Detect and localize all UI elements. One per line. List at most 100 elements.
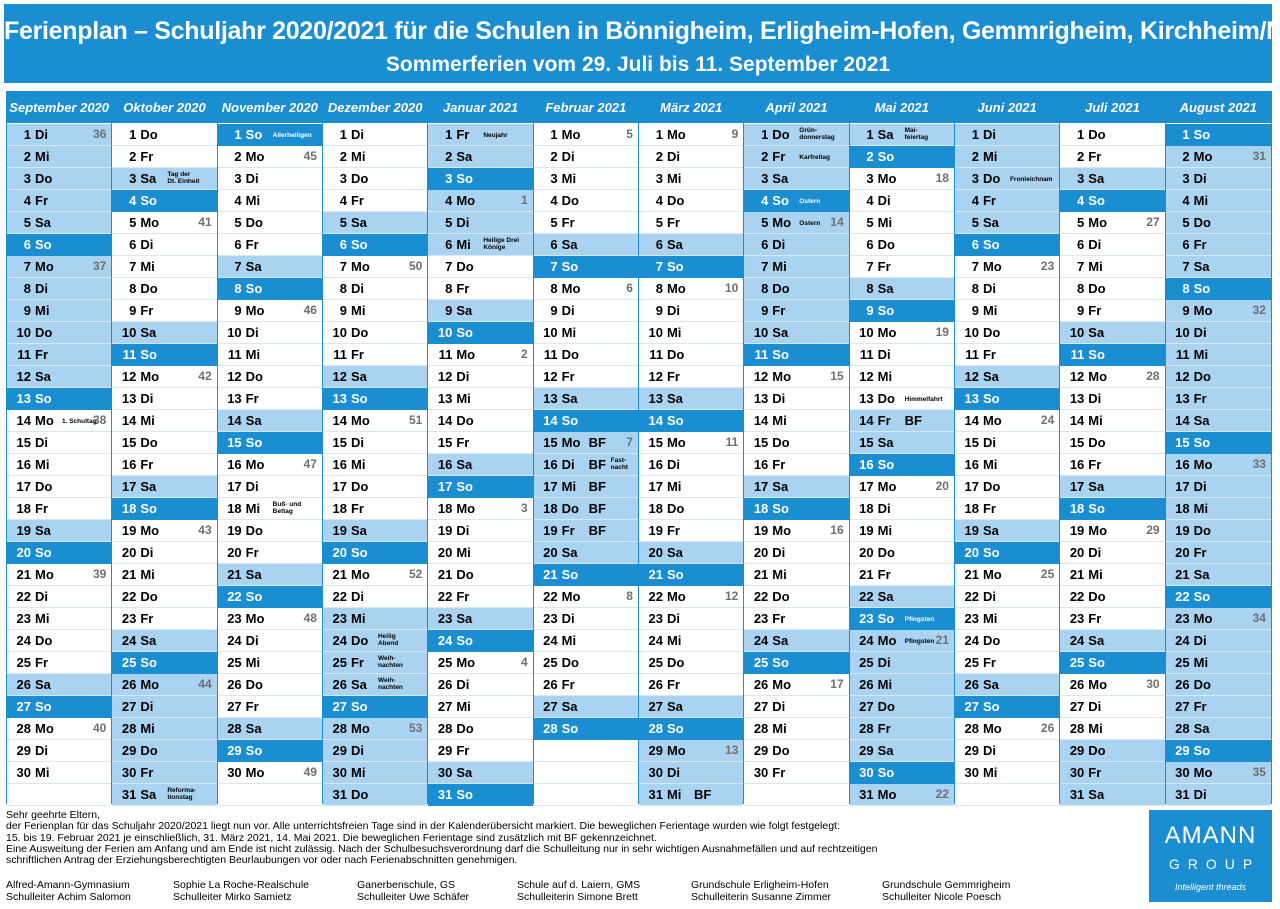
weekday-label: So <box>350 237 368 252</box>
day-number: 2 <box>234 149 242 164</box>
day-number: 15 <box>227 435 242 450</box>
day-cell: 24 So <box>428 630 533 652</box>
day-number: 12 <box>859 369 874 384</box>
weekday-label: Fr <box>140 611 154 626</box>
day-cell: 25 Fr <box>954 652 1060 674</box>
day-number: 14 <box>227 413 242 428</box>
day-cell: 8 Mo 6 <box>533 278 638 300</box>
day-number: 22 <box>437 589 453 604</box>
day-number: 27 <box>16 699 31 714</box>
day-cell: 26 Sa <box>954 674 1060 696</box>
day-number: 26 <box>121 677 137 692</box>
day-cell: 20 Di <box>112 542 217 564</box>
day-number: 31 <box>859 787 874 802</box>
weekday-label: Mo <box>350 567 370 582</box>
logo-tagline: Intelligent threads <box>1174 882 1247 892</box>
school-name: Sophie La Roche-Realschule <box>173 879 310 891</box>
day-cell: 18 Fr <box>954 498 1060 520</box>
weekday-label: Sa <box>35 677 51 692</box>
weekday-label: Fr <box>1088 457 1102 472</box>
day-number: 23 <box>121 611 137 626</box>
day-cell: 16 Mi <box>7 454 112 476</box>
day-cell: 23 Mi <box>954 608 1060 630</box>
weekday-label: Fr <box>245 391 259 406</box>
day-cell: 22 Di <box>954 586 1060 608</box>
day-number: 14 <box>859 413 874 428</box>
day-cell: 7 Mi <box>1060 256 1165 278</box>
holiday-note: Pfingsten <box>904 616 935 623</box>
weekday-label: So <box>1088 193 1105 208</box>
holiday-note: Weih- nachten <box>377 655 403 669</box>
day-cell: 20 So <box>954 542 1060 564</box>
weekday-label: So <box>1193 127 1211 142</box>
weekday-label: Do <box>35 171 53 186</box>
holiday-note: Reforma- tionstag <box>167 787 196 801</box>
holiday-note: Himmelfahrt <box>904 396 943 403</box>
day-cell: 11 Mo 2 <box>428 344 533 366</box>
day-cell: 3 Di <box>1165 168 1271 190</box>
day-cell: 22 So <box>217 586 322 608</box>
week-number: 11 <box>725 435 739 449</box>
day-cell: 11 Di <box>849 344 954 366</box>
day-cell: 13 So <box>322 388 428 410</box>
day-number: 10 <box>16 325 31 340</box>
weekday-label: Do <box>350 787 369 802</box>
weekday-label: Mi <box>350 611 366 626</box>
day-cell: 6 Sa <box>533 234 638 256</box>
day-cell: 28 Fr <box>849 718 954 740</box>
day-cell: 12 Mi <box>849 366 954 388</box>
day-number: 14 <box>543 413 558 428</box>
weekday-label: Do <box>772 281 790 296</box>
day-number: 13 <box>121 391 137 406</box>
weekday-label: Mo <box>1088 523 1108 538</box>
day-cell: 27 Fr <box>217 696 322 718</box>
weekday-label: Di <box>877 347 891 362</box>
weekday-label: Mo <box>982 259 1002 274</box>
day-number: 3 <box>761 171 769 186</box>
day-cell: 24 Di <box>1165 630 1271 652</box>
day-cell: 18 So <box>112 498 217 520</box>
weekday-label: Di <box>456 369 470 384</box>
week-number: 2 <box>520 347 528 361</box>
weekday-label: Do <box>35 479 53 494</box>
day-number: 17 <box>964 479 979 494</box>
day-number: 31 <box>1069 787 1085 802</box>
month-column: Juni 2021 1 Di 2 Mi 3 Do Fronleichnam 4 Fr 5 Sa 6 So 7… <box>954 92 1061 806</box>
day-number: 27 <box>1175 699 1190 714</box>
day-cell: 22 Fr <box>428 586 533 608</box>
day-cell: 9 Mi <box>322 300 428 322</box>
day-cell: 14 Mo 24 <box>954 410 1060 432</box>
day-number: 5 <box>234 215 242 230</box>
day-number: 20 <box>332 545 347 560</box>
day-cell: 22 Di <box>7 586 112 608</box>
day-number: 9 <box>655 303 663 318</box>
day-cell: 5 Di <box>428 212 533 234</box>
weekday-label: Fr <box>456 281 470 296</box>
weekday-label: Fr <box>666 369 680 384</box>
month-header: Oktober 2020 <box>112 92 217 124</box>
weekday-label: Fr <box>1193 391 1207 406</box>
weekday-label: Mi <box>877 215 893 230</box>
day-number: 22 <box>648 589 663 604</box>
month-header: April 2021 <box>744 92 849 124</box>
week-number: 25 <box>1040 567 1055 581</box>
day-cell: 23 Mo 48 <box>217 608 322 630</box>
day-cell: 5 Sa <box>7 212 112 234</box>
weekday-label: Mi <box>1193 655 1209 670</box>
day-number: 30 <box>648 765 663 780</box>
weekday-label: So <box>35 237 52 252</box>
movable-holiday-marker: BF <box>904 413 922 428</box>
weekday-label: Sa <box>877 435 894 450</box>
day-number: 22 <box>543 589 558 604</box>
day-cell: 4 Di <box>849 190 954 212</box>
day-cell: 26 Sa <box>7 674 112 696</box>
weekday-label: Di <box>666 611 680 626</box>
day-cell: 27 Di <box>744 696 849 718</box>
day-cell: 7 Fr <box>849 256 954 278</box>
weekday-label: Mi <box>1088 259 1103 274</box>
week-number: 35 <box>1252 765 1266 779</box>
day-number: 6 <box>655 237 663 252</box>
day-number: 1 <box>761 127 769 142</box>
day-cell: 10 Di <box>1165 322 1271 344</box>
weekday-label: Di <box>350 281 364 296</box>
